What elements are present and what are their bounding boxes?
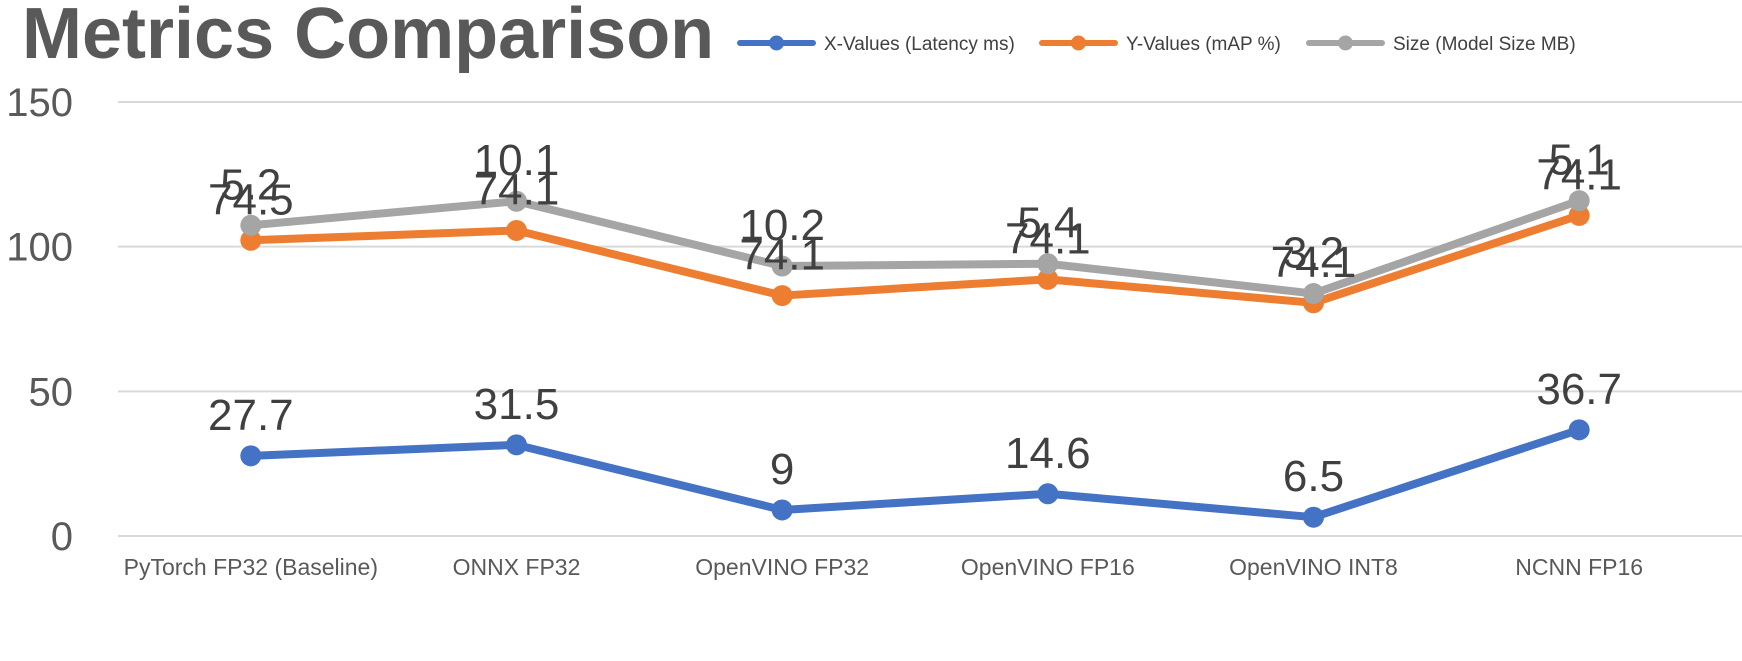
y-tick-label: 0: [51, 515, 73, 559]
chart-title: Metrics Comparison: [22, 0, 714, 74]
legend: X-Values (Latency ms) Y-Values (mAP %) Siz…: [737, 34, 1576, 55]
data-point: [1037, 253, 1059, 275]
data-label: 74.1: [474, 165, 560, 214]
y-tick-label: 150: [6, 81, 73, 125]
data-label: 5.4: [1017, 199, 1078, 248]
legend-swatch-marker: [1071, 35, 1086, 51]
data-point: [506, 219, 527, 241]
x-tick-label: PyTorch FP32 (Baseline): [124, 554, 378, 580]
series-line: [246, 211, 1584, 307]
data-label: 5.1: [1549, 136, 1610, 185]
data-label: 74.5: [208, 175, 294, 224]
series-1: [240, 204, 1590, 314]
data-label: 36.7: [1536, 365, 1622, 414]
legend-label: X-Values (Latency ms): [824, 34, 1015, 55]
legend-item: Size (Model Size MB): [1306, 34, 1576, 55]
y-tick-label: 100: [6, 226, 73, 270]
data-point: [1568, 204, 1590, 226]
data-point: [1037, 483, 1059, 505]
data-label: 74.1: [1271, 238, 1357, 287]
series-line: [246, 196, 1584, 298]
legend-item: X-Values (Latency ms): [737, 34, 1015, 55]
legend-item: Y-Values (mAP %): [1039, 34, 1281, 55]
data-point: [1568, 190, 1590, 212]
x-axis-ticks: PyTorch FP32 (Baseline) ONNX FP32 OpenVINO…: [124, 554, 1643, 580]
series-layer: [240, 190, 1590, 528]
data-point: [240, 214, 262, 236]
gridlines: [118, 101, 1742, 537]
x-tick-label: OpenVINO FP32: [695, 554, 869, 580]
data-point: [771, 285, 793, 307]
data-label: 27.7: [208, 391, 294, 440]
data-labels-layer: 27.7 31.5 9 14.6 6.5 36.7 74.5 74.1 74.1 74.1 74.1…: [208, 136, 1622, 502]
legend-label: Y-Values (mAP %): [1126, 34, 1281, 55]
data-label: 10.2: [739, 201, 825, 250]
data-point: [1303, 283, 1324, 305]
data-label: 10.1: [474, 136, 560, 185]
legend-swatch-marker: [769, 35, 784, 51]
data-point: [240, 445, 262, 467]
data-label: 9: [770, 445, 794, 494]
series-2: [240, 190, 1590, 305]
data-label: 74.1: [739, 231, 825, 280]
data-label: 14.6: [1005, 429, 1091, 478]
data-point: [506, 434, 527, 456]
legend-swatch-marker: [1338, 35, 1353, 51]
data-label: 3.2: [1283, 229, 1344, 278]
data-label: 74.1: [1005, 214, 1091, 263]
data-point: [1303, 506, 1324, 528]
x-tick-label: OpenVINO INT8: [1229, 554, 1398, 580]
data-label: 74.1: [1536, 150, 1622, 199]
data-point: [240, 229, 262, 251]
y-axis-ticks: 0 50 100 150: [6, 81, 73, 559]
x-tick-label: ONNX FP32: [453, 554, 581, 580]
data-point: [1568, 419, 1590, 441]
data-point: [771, 499, 793, 521]
data-label: 5.2: [220, 160, 281, 209]
series-0: [240, 419, 1590, 528]
data-label: 31.5: [474, 380, 560, 429]
data-point: [771, 255, 793, 277]
data-label: 6.5: [1283, 452, 1344, 501]
y-tick-label: 50: [29, 370, 74, 414]
series-line: [246, 425, 1584, 522]
data-point: [506, 190, 527, 212]
legend-label: Size (Model Size MB): [1393, 34, 1576, 55]
x-tick-label: OpenVINO FP16: [961, 554, 1135, 580]
data-point: [1037, 268, 1059, 290]
x-tick-label: NCNN FP16: [1515, 554, 1643, 580]
